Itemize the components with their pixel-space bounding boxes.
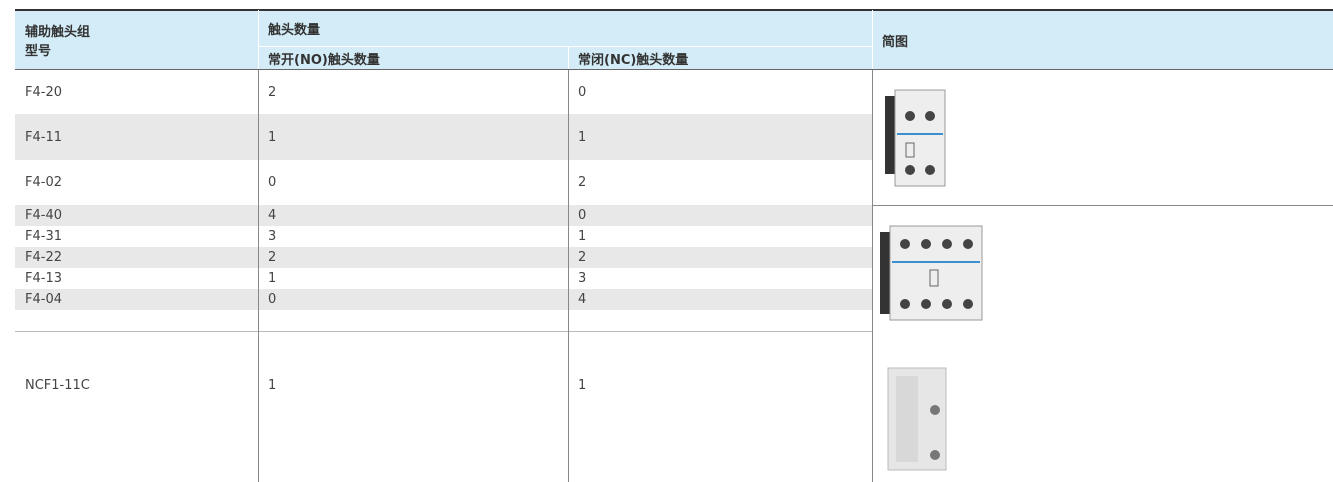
f4-2pole-image	[885, 89, 946, 187]
cell: F4-04	[15, 289, 258, 310]
cell: 1	[258, 114, 568, 160]
cell: 1	[268, 271, 277, 286]
rule	[258, 46, 872, 47]
rule	[872, 205, 1333, 206]
cell: 2	[578, 175, 587, 190]
header-image: 简图	[882, 34, 909, 50]
header-bg	[15, 10, 1333, 70]
cell: 2	[268, 84, 277, 100]
rule	[15, 331, 872, 332]
cell: F4-11	[15, 114, 258, 160]
cell: F4-13	[25, 271, 62, 286]
cell: F4-20	[25, 84, 62, 100]
header-nc: 常闭(NC)触头数量	[578, 52, 689, 68]
rule	[568, 46, 569, 70]
cell: F4-22	[15, 247, 258, 268]
cell: 4	[568, 289, 872, 310]
rule	[258, 70, 259, 482]
rule	[15, 69, 1333, 70]
cell: 1	[578, 378, 587, 393]
rule	[872, 70, 873, 482]
cell: 1	[578, 229, 587, 244]
ncf1-image	[887, 367, 947, 471]
cell: 4	[258, 205, 568, 226]
cell: F4-31	[25, 229, 62, 244]
rule	[15, 9, 1333, 11]
header-no: 常开(NO)触头数量	[268, 52, 380, 68]
cell: 0	[268, 175, 277, 190]
rule	[258, 10, 259, 70]
header-text: 型号	[25, 44, 52, 59]
f4-4pole-image	[880, 225, 983, 321]
cell: 2	[568, 247, 872, 268]
cell: 0	[568, 205, 872, 226]
cell: 3	[268, 229, 277, 244]
header-model: 辅助触头组 型号	[15, 14, 258, 66]
header-text: 辅助触头组	[25, 25, 91, 40]
cell: F4-40	[15, 205, 258, 226]
cell: F4-02	[25, 175, 62, 190]
cell: 0	[258, 289, 568, 310]
rule	[568, 70, 569, 482]
cell: 1	[568, 114, 872, 160]
cell: 0	[578, 84, 587, 100]
cell: 2	[258, 247, 568, 268]
cell: 3	[578, 271, 587, 286]
rule	[872, 10, 873, 70]
cell: 1	[268, 378, 277, 393]
header-group: 触头数量	[268, 22, 321, 38]
cell: NCF1-11C	[25, 378, 90, 393]
